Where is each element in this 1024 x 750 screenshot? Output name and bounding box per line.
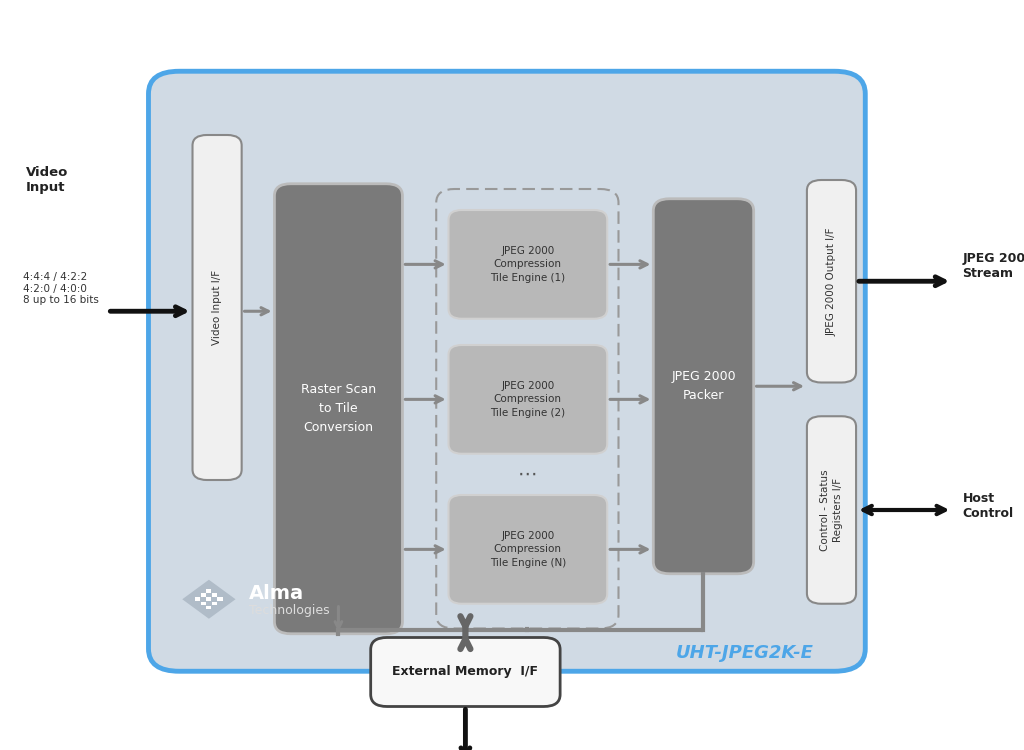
- FancyBboxPatch shape: [807, 180, 856, 382]
- FancyBboxPatch shape: [449, 210, 607, 319]
- Bar: [201, 602, 206, 605]
- Text: JPEG 2000
Compression
Tile Engine (2): JPEG 2000 Compression Tile Engine (2): [490, 381, 565, 418]
- Text: Technologies: Technologies: [249, 604, 330, 616]
- Bar: [206, 606, 211, 610]
- Text: JPEG 2000 Output I/F: JPEG 2000 Output I/F: [826, 227, 837, 335]
- Bar: [201, 593, 206, 597]
- Text: Raster Scan
to Tile
Conversion: Raster Scan to Tile Conversion: [301, 383, 376, 434]
- FancyBboxPatch shape: [274, 184, 402, 634]
- FancyBboxPatch shape: [653, 199, 754, 574]
- Polygon shape: [182, 580, 236, 619]
- FancyBboxPatch shape: [193, 135, 242, 480]
- Text: Alma: Alma: [249, 584, 304, 603]
- Text: JPEG 2000
Stream: JPEG 2000 Stream: [963, 252, 1024, 280]
- Text: Host
Control: Host Control: [963, 492, 1014, 520]
- Text: 4:4:4 / 4:2:2
4:2:0 / 4:0:0
8 up to 16 bits: 4:4:4 / 4:2:2 4:2:0 / 4:0:0 8 up to 16 b…: [23, 272, 98, 305]
- Text: Video Input I/F: Video Input I/F: [212, 270, 222, 345]
- Bar: [206, 590, 211, 593]
- Bar: [195, 598, 200, 602]
- Text: Video
Input: Video Input: [26, 166, 68, 194]
- Text: UHT-JPEG2K-E: UHT-JPEG2K-E: [676, 644, 814, 662]
- FancyBboxPatch shape: [449, 495, 607, 604]
- Bar: [217, 598, 222, 602]
- FancyBboxPatch shape: [807, 416, 856, 604]
- FancyBboxPatch shape: [371, 638, 560, 706]
- Text: JPEG 2000
Compression
Tile Engine (1): JPEG 2000 Compression Tile Engine (1): [490, 246, 565, 283]
- Bar: [206, 598, 211, 602]
- Text: External Memory  I/F: External Memory I/F: [392, 665, 539, 679]
- Text: JPEG 2000
Compression
Tile Engine (N): JPEG 2000 Compression Tile Engine (N): [489, 531, 566, 568]
- Bar: [212, 602, 217, 605]
- FancyBboxPatch shape: [148, 71, 865, 671]
- Text: JPEG 2000
Packer: JPEG 2000 Packer: [671, 370, 736, 402]
- Text: ⋯: ⋯: [518, 465, 538, 484]
- Text: Control - Status
Registers I/F: Control - Status Registers I/F: [820, 470, 843, 550]
- Bar: [212, 593, 217, 597]
- FancyBboxPatch shape: [449, 345, 607, 454]
